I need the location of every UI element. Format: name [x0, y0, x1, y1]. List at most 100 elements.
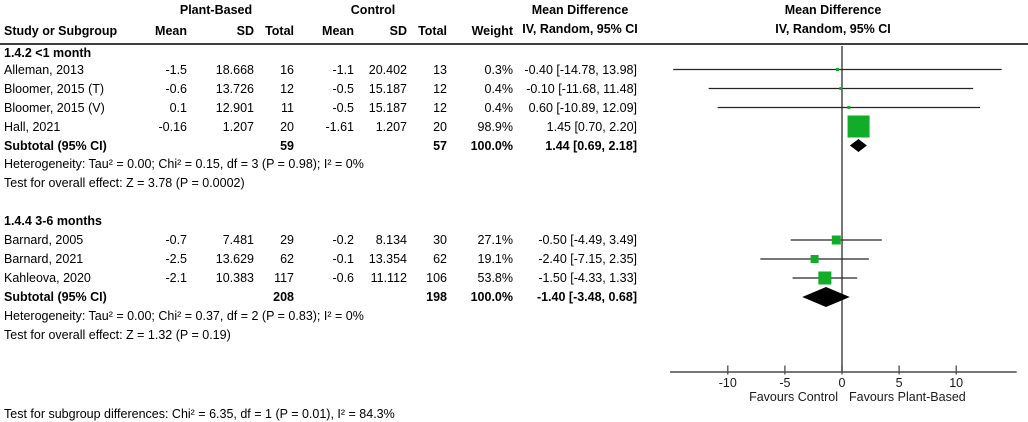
cell-study: Bloomer, 2015 (V): [4, 100, 105, 115]
axis-tick-label: 5: [896, 376, 903, 390]
subgroup-difference-test: Test for subgroup differences: Chi² = 6.…: [4, 407, 395, 421]
heterogeneity-text: Heterogeneity: Tau² = 0.00; Chi² = 0.37,…: [4, 308, 364, 323]
subtotal-row: Subtotal (95% CI) 208 198 100.0% -1.40 [-3.4…: [0, 288, 643, 307]
column-header-mean: Mean: [155, 23, 187, 38]
cell-weight: 19.1%: [477, 252, 513, 266]
cell-total2: 57: [433, 138, 447, 153]
cell-ci: -2.40 [-7.15, 2.35]: [538, 252, 637, 266]
cell-mean1: -2.5: [165, 252, 187, 266]
cell-mean2: -0.6: [332, 271, 354, 285]
cell-ci: 1.45 [0.70, 2.20]: [546, 119, 637, 134]
group-header-control: Control: [350, 3, 396, 17]
header-rule: [0, 43, 1028, 45]
cell-ci: -0.10 [-11.68, 11.48]: [526, 81, 637, 96]
cell-weight: 53.8%: [477, 271, 513, 285]
cell-mean2: -0.5: [332, 100, 354, 115]
column-header-row: Study or Subgroup Mean SD Total Mean SD Total W…: [0, 21, 643, 40]
column-header-sd: SD: [389, 23, 407, 38]
cell-total1: 62: [280, 252, 294, 266]
cell-study: Hall, 2021: [4, 119, 61, 134]
cell-study: Bloomer, 2015 (T): [4, 81, 105, 96]
effect-plot-column-subtitle: IV, Random, 95% CI: [775, 22, 891, 36]
column-header-study-or-subgroup: Study or Subgroup: [4, 23, 118, 38]
cell-mean2: -0.1: [332, 252, 354, 266]
cell-sd1: 13.629: [215, 252, 254, 266]
cell-total1: 208: [273, 290, 294, 304]
heterogeneity-row: Heterogeneity: Tau² = 0.00; Chi² = 0.37,…: [0, 306, 643, 325]
cell-mean1: -0.6: [165, 81, 187, 96]
cell-total2: 106: [426, 271, 447, 285]
cell-total1: 12: [280, 81, 294, 96]
cell-sd2: 15.187: [368, 81, 407, 96]
effect-text-column-title: Mean Difference: [531, 3, 629, 17]
overall-effect-text: Test for overall effect: Z = 1.32 (P = 0…: [4, 327, 231, 342]
cell-study: Barnard, 2005: [4, 233, 84, 247]
cell-total2: 13: [433, 62, 447, 77]
subtotal-diamond: [802, 287, 850, 307]
weight-square: [839, 87, 843, 90]
cell-weight: 0.4%: [484, 100, 514, 115]
weight-square: [818, 271, 832, 285]
cell-total2: 20: [433, 119, 447, 134]
cell-total2: 30: [433, 233, 447, 247]
favours-right-label: Favours Plant-Based: [849, 390, 966, 404]
axis-tick-label: -10: [719, 376, 737, 390]
cell-study: Kahleova, 2020: [4, 271, 91, 285]
cell-sd1: 13.726: [215, 81, 254, 96]
subgroup-header: 1.4.4 3-6 months: [0, 211, 643, 230]
cell-mean2: -1.1: [332, 62, 354, 77]
cell-weight: 100.0%: [470, 290, 513, 304]
cell-mean2: -1.61: [325, 119, 355, 134]
column-header-sd: SD: [236, 23, 254, 38]
subgroup-header: 1.4.2 <1 month: [0, 44, 643, 63]
cell-sd2: 1.207: [375, 119, 407, 134]
cell-total1: 11: [281, 100, 294, 115]
cell-weight: 27.1%: [477, 233, 513, 247]
cell-weight: 100.0%: [470, 138, 513, 153]
axis-tick-label: 0: [839, 376, 846, 390]
study-row: Kahleova, 2020 -2.1 10.383 117 -0.6 11.112 106…: [0, 269, 643, 288]
effect-plot-column-title: Mean Difference: [784, 3, 882, 17]
overall-effect-text: Test for overall effect: Z = 3.78 (P = 0…: [4, 176, 245, 190]
overall-effect-row: Test for overall effect: Z = 1.32 (P = 0…: [0, 325, 643, 344]
cell-total2: 12: [433, 81, 447, 96]
column-header-mean: Mean: [322, 23, 354, 38]
cell-total2: 12: [433, 100, 447, 115]
cell-sd2: 20.402: [368, 62, 407, 77]
cell-sd2: 13.354: [368, 252, 407, 266]
group-header-plant-based: Plant-Based: [179, 3, 253, 17]
subgroup-label: 1.4.4 3-6 months: [4, 213, 102, 228]
cell-sd1: 7.481: [222, 233, 254, 247]
cell-study: Subtotal (95% CI): [4, 138, 107, 153]
cell-sd2: 11.112: [370, 271, 407, 285]
column-header-total: Total: [418, 23, 447, 38]
weight-square: [847, 106, 851, 109]
study-row: Alleman, 2013 -1.5 18.668 16 -1.1 20.402 13 0.3…: [0, 60, 643, 79]
column-header-weight: Weight: [471, 23, 513, 38]
cell-mean2: -0.2: [332, 233, 354, 247]
cell-total1: 29: [280, 233, 294, 247]
cell-study: Subtotal (95% CI): [4, 290, 107, 304]
cell-total1: 20: [280, 119, 294, 134]
cell-sd2: 8.134: [375, 233, 407, 247]
subgroup-label: 1.4.2 <1 month: [4, 46, 92, 60]
favours-left-label: Favours Control: [749, 390, 838, 404]
axis-tick-label: -5: [779, 376, 790, 390]
weight-square: [831, 235, 841, 245]
cell-mean2: -0.5: [332, 81, 354, 96]
cell-sd1: 18.668: [215, 62, 254, 77]
cell-mean1: -0.16: [158, 119, 188, 134]
column-header-total: Total: [265, 23, 294, 38]
cell-mean1: -1.5: [165, 62, 187, 77]
cell-ci: -1.50 [-4.33, 1.33]: [538, 271, 637, 285]
cell-sd1: 12.901: [215, 100, 254, 115]
study-row: Barnard, 2005 -0.7 7.481 29 -0.2 8.134 30 27.1%…: [0, 231, 643, 250]
cell-sd1: 1.207: [222, 119, 254, 134]
cell-ci: 0.60 [-10.89, 12.09]: [528, 100, 637, 115]
cell-total1: 16: [280, 62, 294, 77]
study-row: Bloomer, 2015 (T) -0.6 13.726 12 -0.5 15.187 1…: [0, 79, 643, 98]
weight-square: [847, 115, 870, 138]
cell-study: Barnard, 2021: [4, 252, 84, 266]
